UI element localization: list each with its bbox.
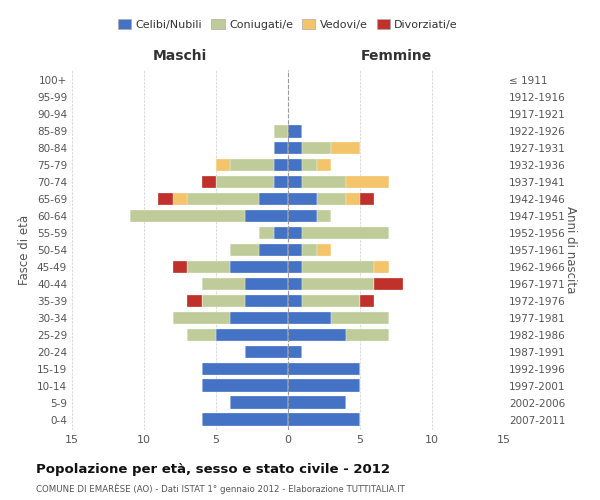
Bar <box>202 380 288 392</box>
Bar <box>259 226 274 239</box>
Bar <box>288 346 302 358</box>
Bar <box>202 176 216 188</box>
Bar <box>245 210 288 222</box>
Bar <box>317 192 346 205</box>
Bar <box>245 278 288 290</box>
Y-axis label: Fasce di età: Fasce di età <box>19 215 31 285</box>
Bar <box>230 158 274 172</box>
Bar <box>288 414 360 426</box>
Bar <box>274 158 288 172</box>
Bar <box>288 244 302 256</box>
Bar <box>302 294 360 308</box>
Bar <box>274 176 288 188</box>
Bar <box>230 312 288 324</box>
Bar <box>202 294 245 308</box>
Bar <box>230 244 259 256</box>
Bar <box>317 244 331 256</box>
Bar <box>302 142 331 154</box>
Bar <box>288 176 302 188</box>
Bar <box>288 142 302 154</box>
Bar <box>346 176 389 188</box>
Bar <box>274 226 288 239</box>
Bar <box>187 328 216 342</box>
Bar <box>173 260 187 274</box>
Bar <box>288 294 302 308</box>
Bar <box>302 278 374 290</box>
Text: Maschi: Maschi <box>153 49 207 63</box>
Bar <box>288 158 302 172</box>
Bar <box>331 312 389 324</box>
Bar <box>245 294 288 308</box>
Bar <box>317 158 331 172</box>
Bar <box>288 226 302 239</box>
Y-axis label: Anni di nascita: Anni di nascita <box>564 206 577 294</box>
Bar <box>302 260 374 274</box>
Bar <box>288 260 302 274</box>
Text: COMUNE DI EMARÈSE (AO) - Dati ISTAT 1° gennaio 2012 - Elaborazione TUTTITALIA.IT: COMUNE DI EMARÈSE (AO) - Dati ISTAT 1° g… <box>36 484 405 494</box>
Bar <box>288 396 346 409</box>
Text: Femmine: Femmine <box>361 49 431 63</box>
Bar <box>288 210 317 222</box>
Bar <box>302 226 389 239</box>
Bar <box>302 176 346 188</box>
Bar <box>374 278 403 290</box>
Bar <box>374 260 389 274</box>
Bar <box>288 362 360 375</box>
Bar <box>202 362 288 375</box>
Bar <box>216 176 274 188</box>
Bar <box>360 192 374 205</box>
Bar <box>202 278 245 290</box>
Bar <box>346 328 389 342</box>
Bar <box>187 260 230 274</box>
Bar <box>288 312 331 324</box>
Bar <box>173 312 230 324</box>
Bar <box>130 210 245 222</box>
Bar <box>288 192 317 205</box>
Bar <box>274 142 288 154</box>
Text: Popolazione per età, sesso e stato civile - 2012: Popolazione per età, sesso e stato civil… <box>36 462 390 475</box>
Bar <box>230 396 288 409</box>
Bar <box>360 294 374 308</box>
Bar <box>173 192 187 205</box>
Bar <box>302 244 317 256</box>
Bar <box>288 125 302 138</box>
Bar <box>230 260 288 274</box>
Bar <box>331 142 360 154</box>
Bar <box>202 414 288 426</box>
Bar <box>245 346 288 358</box>
Bar <box>302 158 317 172</box>
Bar <box>346 192 360 205</box>
Bar <box>317 210 331 222</box>
Bar <box>187 192 259 205</box>
Bar <box>259 192 288 205</box>
Bar <box>259 244 288 256</box>
Legend: Celibi/Nubili, Coniugati/e, Vedovi/e, Divorziati/e: Celibi/Nubili, Coniugati/e, Vedovi/e, Di… <box>113 14 463 34</box>
Bar <box>274 125 288 138</box>
Bar <box>187 294 202 308</box>
Bar <box>288 328 346 342</box>
Bar <box>288 380 360 392</box>
Bar <box>288 278 302 290</box>
Bar <box>158 192 173 205</box>
Bar <box>216 158 230 172</box>
Bar <box>216 328 288 342</box>
